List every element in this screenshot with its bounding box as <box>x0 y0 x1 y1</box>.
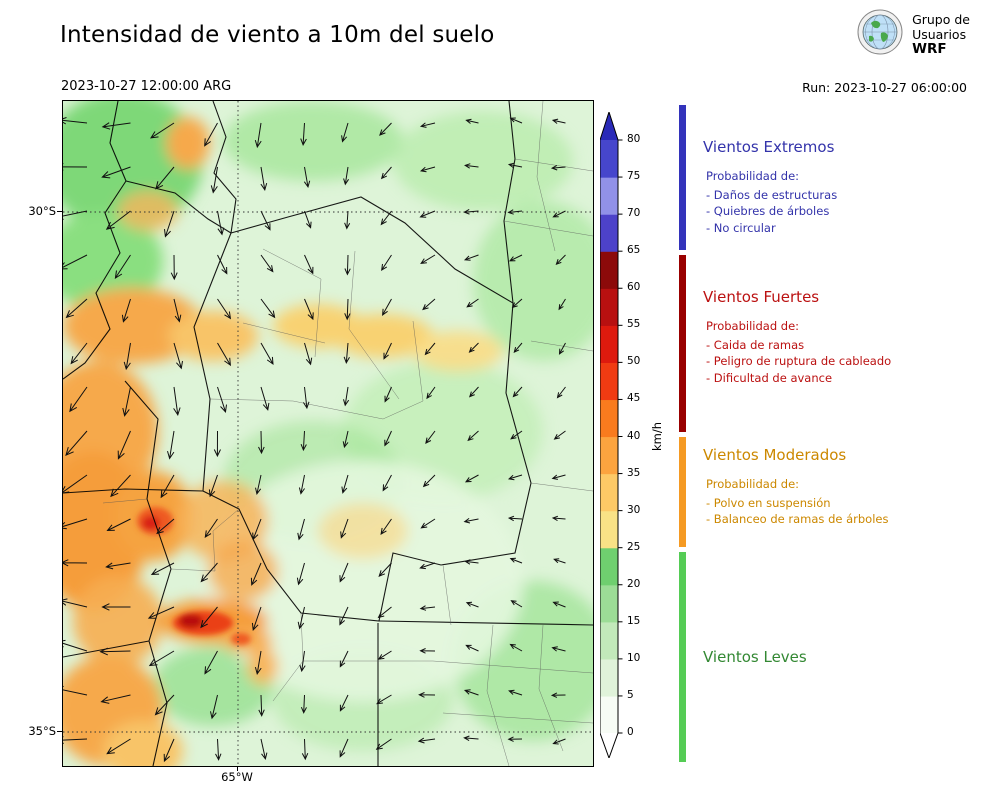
colorbar-tick-40: 40 <box>627 429 641 442</box>
colorbar-tick-80: 80 <box>627 133 641 145</box>
colorbar-unit-label: km/h <box>650 421 664 452</box>
wind-map-plot <box>38 91 613 781</box>
legend-section-moderados: Vientos Moderados Probabilidad de: - Pol… <box>703 446 993 528</box>
colorbar-tick-55: 55 <box>627 318 641 331</box>
colorbar-tick-50: 50 <box>627 355 641 368</box>
logo-line-1: Grupo de <box>912 11 970 27</box>
legend-title-fuertes: Vientos Fuertes <box>703 288 820 306</box>
ytick-35s: 35°S <box>28 724 56 738</box>
colorbar-tick-65: 65 <box>627 244 641 257</box>
graticule-lines <box>63 101 593 766</box>
colorbar-tick-35: 35 <box>627 466 641 479</box>
colorbar-tick-60: 60 <box>627 281 641 294</box>
legend-strip-extremos <box>679 105 686 250</box>
legend-prob-fuertes: Probabilidad de: <box>706 319 800 333</box>
colorbar-tick-20: 20 <box>627 577 641 590</box>
xtick-65w: 65°W <box>221 770 253 784</box>
legend-title-leves: Vientos Leves <box>703 648 807 666</box>
colorbar-tick-30: 30 <box>627 503 641 516</box>
logo-line-3: WRF <box>912 40 947 57</box>
legend-item: - Caida de ramas <box>706 338 805 352</box>
page-title: Intensidad de viento a 10m del suelo <box>60 22 495 48</box>
legend-prob-moderados: Probabilidad de: <box>706 477 800 491</box>
xtick-mark-65w <box>237 766 238 771</box>
legend-item: - No circular <box>706 220 776 235</box>
legend-section-extremos: Vientos Extremos Probabilidad de: - Daño… <box>703 138 993 236</box>
legend-section-fuertes: Vientos Fuertes Probabilidad de: - Caida… <box>703 288 993 386</box>
colorbar-tick-5: 5 <box>627 688 634 701</box>
legend-item: - Daños de estructuras <box>706 188 838 202</box>
legend-item: - Quiebres de árboles <box>706 204 830 219</box>
legend-item: - Dificultad de avance <box>706 370 833 385</box>
colorbar-tick-70: 70 <box>627 207 641 220</box>
legend-strip-leves <box>679 552 686 762</box>
colorbar-tick-0: 0 <box>627 726 634 738</box>
run-label: Run: 2023-10-27 06:00:00 <box>802 80 967 95</box>
colorbar-tick-25: 25 <box>627 540 641 553</box>
wind-shading-strong-layer <box>137 507 251 645</box>
legend-item: - Balanceo de ramas de árboles <box>706 512 889 527</box>
valid-time-label: 2023-10-27 12:00:00 ARG <box>61 79 232 94</box>
legend-title-extremos: Vientos Extremos <box>703 138 835 156</box>
wind-speed-colorbar: 0 5 10 15 20 25 30 35 40 45 50 55 60 65 70 75 80 km/h <box>599 110 686 760</box>
ytick-mark-35s <box>57 731 62 732</box>
logo-line-2: Usuarios <box>912 26 967 42</box>
legend-prob-extremos: Probabilidad de: <box>706 169 800 183</box>
legend-strip-fuertes <box>679 255 686 432</box>
colorbar-tick-45: 45 <box>627 392 641 405</box>
logo-text: Grupo de Usuarios WRF <box>912 12 970 57</box>
globe-icon <box>857 9 903 59</box>
legend-item: - Peligro de ruptura de cableado <box>706 354 892 369</box>
wrf-user-group-logo: Grupo de Usuarios WRF <box>857 9 970 59</box>
colorbar-tick-75: 75 <box>627 170 641 183</box>
legend-title-moderados: Vientos Moderados <box>703 446 847 464</box>
colorbar-tick-10: 10 <box>627 651 641 664</box>
legend-color-strip <box>679 105 686 762</box>
wind-arrows-layer <box>54 117 566 763</box>
ytick-mark-30s <box>57 211 62 212</box>
wind-field-canvas <box>38 91 613 781</box>
legend-section-leves: Vientos Leves <box>703 648 993 679</box>
legend-strip-moderados <box>679 437 686 547</box>
ytick-30s: 30°S <box>28 204 56 218</box>
legend-item: - Polvo en suspensión <box>706 496 831 510</box>
colorbar-tick-15: 15 <box>627 614 641 627</box>
colorbar-scale <box>599 110 623 760</box>
